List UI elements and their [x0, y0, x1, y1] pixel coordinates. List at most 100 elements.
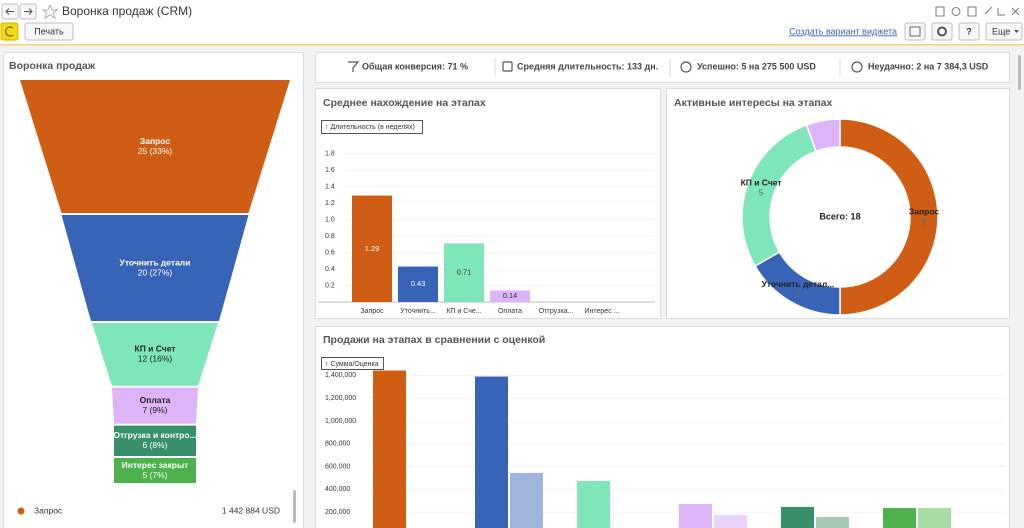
slice-label: Уточнить детал...: [762, 279, 835, 289]
duration-title: Среднее нахождение на этапах: [323, 97, 486, 109]
settings-icon: [937, 26, 947, 37]
slice-label: КП и Счет: [741, 178, 782, 188]
stat-conversion: Общая конверсия: 71 %: [362, 61, 468, 71]
icon[interactable]: [951, 7, 961, 16]
y-tick-label: 800,000: [325, 441, 350, 448]
icon[interactable]: [967, 6, 977, 17]
funnel-value-label: 7 (9%): [142, 405, 167, 415]
favorite-star[interactable]: [41, 3, 59, 20]
slice-value: 3: [796, 289, 801, 299]
more-button[interactable]: [985, 22, 1023, 41]
funnel-label: Оплата: [140, 395, 171, 405]
refresh-icon: [5, 26, 14, 37]
slice-value: 9: [922, 216, 927, 226]
funnel-value-label: 6 (8%): [142, 440, 167, 450]
y-tick-label: 1.0: [325, 216, 335, 223]
bar-value-label: 0.71: [457, 268, 472, 277]
back-icon: [5, 8, 14, 15]
x-tick-label: Уточнить...: [400, 308, 435, 315]
funnel-segment: [114, 458, 196, 483]
refresh-button[interactable]: [0, 22, 19, 41]
conversion-icon: [348, 61, 360, 72]
bar: [577, 480, 610, 528]
settings-button[interactable]: [931, 22, 953, 41]
y-tick-label: 0.8: [325, 233, 335, 240]
x-tick-label: Интерес ...: [585, 308, 620, 315]
more-arrow: [1014, 30, 1019, 33]
funnel-label: Запрос: [140, 136, 170, 146]
duration-icon: [502, 61, 513, 72]
x-tick-label: Оплата: [498, 308, 522, 315]
y-axis-label: ↑ Сумма/Оценка: [325, 361, 379, 368]
create-widget-link[interactable]: Создать вариант виджета: [789, 26, 897, 36]
axis-label-box: [321, 120, 423, 134]
y-tick-label: 1.6: [325, 167, 335, 174]
funnel-value-label: 5 (7%): [142, 470, 167, 480]
help-button[interactable]: [958, 22, 980, 41]
toolbar-border: [0, 44, 1024, 46]
print-button[interactable]: [24, 22, 74, 41]
icon[interactable]: [984, 6, 993, 15]
y-tick-label: 1.4: [325, 183, 335, 190]
funnel-value-label: 20 (27%): [138, 267, 173, 277]
bar: [679, 503, 712, 528]
bar-value-label: 1.29: [365, 244, 380, 253]
success-icon: [680, 61, 692, 73]
axis-label-box: [321, 357, 384, 370]
funnel-label: Отгрузка и контро...: [113, 430, 196, 440]
bar: [398, 266, 438, 302]
sales-panel: [315, 326, 1010, 528]
funnel-label: Интерес закрыт: [122, 460, 189, 470]
bar: [714, 515, 747, 528]
bar-value-label: 0.14: [503, 291, 518, 300]
layout-button[interactable]: [904, 22, 926, 41]
legend-name: Запрос: [34, 505, 63, 515]
layout-icon: [909, 26, 921, 37]
y-tick-label: 200,000: [325, 509, 350, 516]
scrollbar[interactable]: [293, 490, 296, 523]
bar: [490, 290, 530, 302]
scrollbar[interactable]: [1018, 55, 1021, 90]
x-tick-label: Отгрузка...: [539, 308, 574, 315]
y-tick-label: 0.2: [325, 282, 335, 289]
bar: [510, 472, 543, 528]
icon[interactable]: [997, 8, 1005, 16]
bar: [444, 243, 484, 302]
donut-total: Всего: 18: [819, 211, 860, 221]
stats-panel: [315, 52, 1010, 83]
funnel-segment: [92, 323, 218, 386]
y-tick-label: 400,000: [325, 486, 350, 493]
close-icon[interactable]: [1011, 7, 1020, 16]
funnel-segment: [61, 215, 249, 321]
y-tick-label: 0.4: [325, 266, 335, 273]
funnel-label: Уточнить детали: [120, 257, 191, 267]
donut-title: Активные интересы на этапах: [674, 97, 832, 109]
bar: [352, 195, 392, 302]
legend-value: 1 442 884 USD: [222, 505, 280, 515]
y-tick-label: 1.8: [325, 150, 335, 157]
y-tick-label: 1,000,000: [325, 418, 356, 425]
y-tick-label: 1,400,000: [325, 372, 356, 379]
funnel-value-label: 25 (33%): [138, 146, 173, 156]
funnel-segment: [112, 387, 198, 424]
window-title: Воронка продаж (CRM): [62, 4, 192, 18]
bar-value-label: 0.43: [411, 279, 426, 288]
y-tick-label: 1,200,000: [325, 395, 356, 402]
fail-icon: [851, 61, 863, 73]
y-tick-label: 600,000: [325, 463, 350, 470]
bar: [918, 507, 951, 528]
bar: [475, 376, 508, 528]
x-tick-label: КП и Сче...: [446, 308, 481, 315]
y-axis-label: ↑ Длительность (в неделях): [325, 124, 415, 131]
icon[interactable]: [935, 6, 945, 17]
more-label: Еще: [992, 26, 1010, 36]
print-label: Печать: [34, 26, 64, 36]
bar: [373, 370, 406, 528]
bar: [816, 516, 849, 528]
legend-marker: [17, 507, 25, 515]
window-icons: [935, 6, 1020, 17]
stat-duration: Средняя длительность: 133 дн.: [517, 61, 658, 71]
slice-label: Запрос: [909, 206, 939, 216]
bar: [883, 507, 916, 528]
